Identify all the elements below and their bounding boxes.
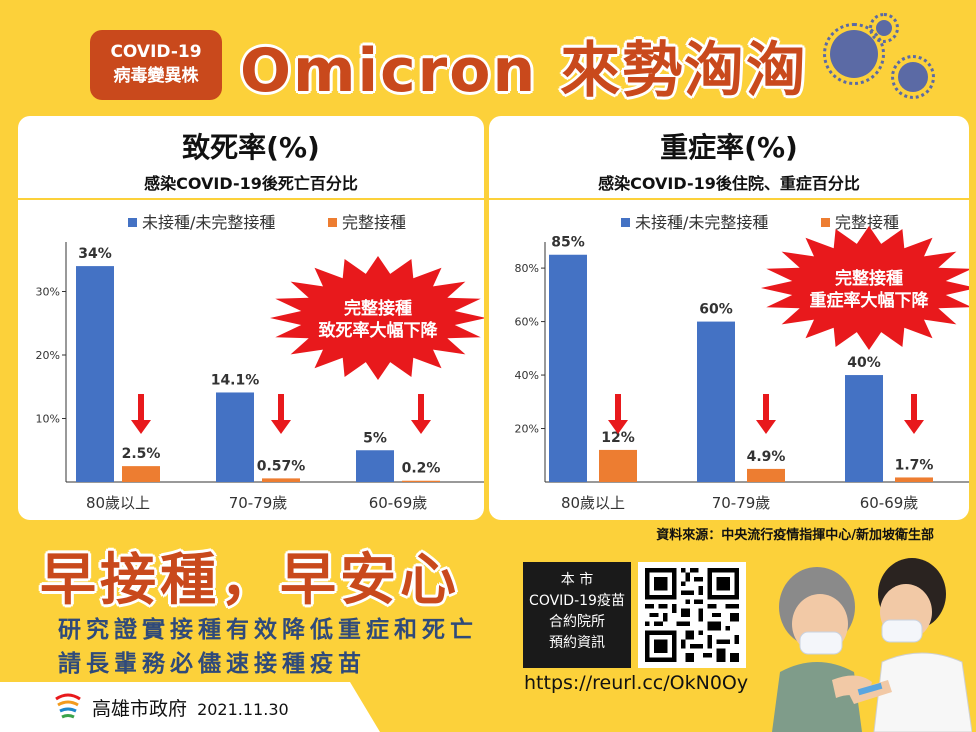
data-label: 1.7% <box>895 457 934 473</box>
severe-panel: 重症率(%) 感染COVID-19後住院、重症百分比 未接種/未完整接種 完整接種… <box>489 116 969 520</box>
bar <box>549 254 587 482</box>
footer-org: 高雄市政府 <box>92 698 188 720</box>
down-arrow-icon <box>131 394 151 434</box>
kaohsiung-logo-icon <box>55 693 81 719</box>
bar <box>76 266 114 482</box>
y-tick-label: 20% <box>515 423 539 436</box>
data-label: 60% <box>699 302 733 318</box>
legend-swatch <box>821 218 830 227</box>
bar <box>262 478 300 482</box>
footer-bar <box>0 682 380 732</box>
bar <box>747 468 785 482</box>
booking-line2: COVID-19疫苗 <box>529 593 625 609</box>
burst-line1: 完整接種 <box>835 268 903 289</box>
data-label: 40% <box>847 355 881 371</box>
badge-line1: COVID-19 <box>110 42 202 62</box>
category-label: 60-69歲 <box>860 494 919 512</box>
data-label: 14.1% <box>211 372 260 388</box>
severe-subtitle: 感染COVID-19後住院、重症百分比 <box>598 174 860 193</box>
burst-icon <box>761 226 969 350</box>
category-label: 60-69歲 <box>369 494 428 512</box>
bar <box>845 375 883 482</box>
virus-icon <box>823 23 885 85</box>
data-label: 85% <box>551 235 585 251</box>
burst-line2: 重症率大幅下降 <box>810 290 930 311</box>
y-tick-label: 10% <box>36 413 60 426</box>
badge-line2: 病毒變異株 <box>113 66 199 86</box>
data-label: 5% <box>363 430 387 446</box>
data-label: 0.57% <box>257 458 306 474</box>
bar <box>895 477 933 482</box>
legend-swatch <box>621 218 630 227</box>
footer-text: 高雄市政府 2021.11.30 <box>92 694 289 721</box>
virus-icon <box>869 13 899 43</box>
down-arrow-icon <box>904 394 924 434</box>
data-source: 資料來源：中央流行疫情指揮中心/新加坡衛生部 <box>656 528 934 543</box>
category-label: 80歲以上 <box>86 494 150 512</box>
category-label: 70-79歲 <box>229 494 288 512</box>
bar <box>356 450 394 482</box>
booking-line3: 合約院所 <box>549 614 605 630</box>
message-line1: 研究證實接種有效降低重症和死亡 <box>58 617 478 643</box>
legend-label: 完整接種 <box>835 213 899 232</box>
slogan: 早接種，早安心 <box>40 548 460 613</box>
bar <box>697 321 735 482</box>
fatality-panel: 致死率(%) 感染COVID-19後死亡百分比 未接種/未完整接種 完整接種 10%… <box>18 116 484 520</box>
legend-swatch <box>328 218 337 227</box>
booking-url[interactable]: https://reurl.cc/OkN0Oy <box>524 672 749 694</box>
booking-line4: 預約資訊 <box>549 635 605 651</box>
data-label: 2.5% <box>122 446 161 462</box>
booking-line1: 本 市 <box>560 572 594 588</box>
y-tick-label: 60% <box>515 316 539 329</box>
down-arrow-icon <box>271 394 291 434</box>
bar <box>402 480 440 482</box>
message-line2: 請長輩務必儘速接種疫苗 <box>58 651 366 677</box>
booking-info-box: 本 市 COVID-19疫苗 合約院所 預約資訊 <box>523 562 631 668</box>
fatality-title: 致死率(%) <box>182 131 320 164</box>
data-label: 12% <box>601 430 635 446</box>
legend-label: 未接種/未完整接種 <box>142 213 275 232</box>
severe-panel-header: 重症率(%) 感染COVID-19後住院、重症百分比 <box>489 116 969 200</box>
down-arrow-icon <box>756 394 776 434</box>
category-label: 70-79歲 <box>712 494 771 512</box>
y-tick-label: 80% <box>515 262 539 275</box>
fatality-chart: 未接種/未完整接種 完整接種10%20%30%34%2.5%80歲以上14.1%0… <box>36 213 484 512</box>
data-label: 34% <box>78 246 112 262</box>
fatality-subtitle: 感染COVID-19後死亡百分比 <box>144 174 358 193</box>
y-tick-label: 20% <box>36 349 60 362</box>
bar <box>122 466 160 482</box>
down-arrow-icon <box>411 394 431 434</box>
bar <box>599 449 637 482</box>
bar <box>216 392 254 482</box>
qr-code-icon[interactable] <box>638 562 746 668</box>
legend-swatch <box>128 218 137 227</box>
category-label: 80歲以上 <box>561 494 625 512</box>
y-tick-label: 40% <box>515 369 539 382</box>
severe-chart: 未接種/未完整接種 完整接種20%40%60%80%85%12%80歲以上60%4… <box>515 213 969 512</box>
y-tick-label: 30% <box>36 286 60 299</box>
burst-line2: 致死率大幅下降 <box>319 320 439 341</box>
data-label: 4.9% <box>747 449 786 465</box>
virus-icon <box>891 55 935 99</box>
legend-label: 完整接種 <box>342 213 406 232</box>
burst-icon <box>270 256 484 380</box>
vaccination-illustration <box>772 558 972 732</box>
legend-label: 未接種/未完整接種 <box>635 213 768 232</box>
data-label: 0.2% <box>402 461 441 477</box>
burst-line1: 完整接種 <box>344 298 412 319</box>
main-title: Omicron 來勢洶洶 <box>240 36 809 106</box>
severe-title: 重症率(%) <box>660 131 798 164</box>
down-arrow-icon <box>608 394 628 434</box>
fatality-panel-header: 致死率(%) 感染COVID-19後死亡百分比 <box>18 116 484 200</box>
footer-date: 2021.11.30 <box>197 700 289 719</box>
covid-badge: COVID-19 病毒變異株 <box>90 30 222 100</box>
